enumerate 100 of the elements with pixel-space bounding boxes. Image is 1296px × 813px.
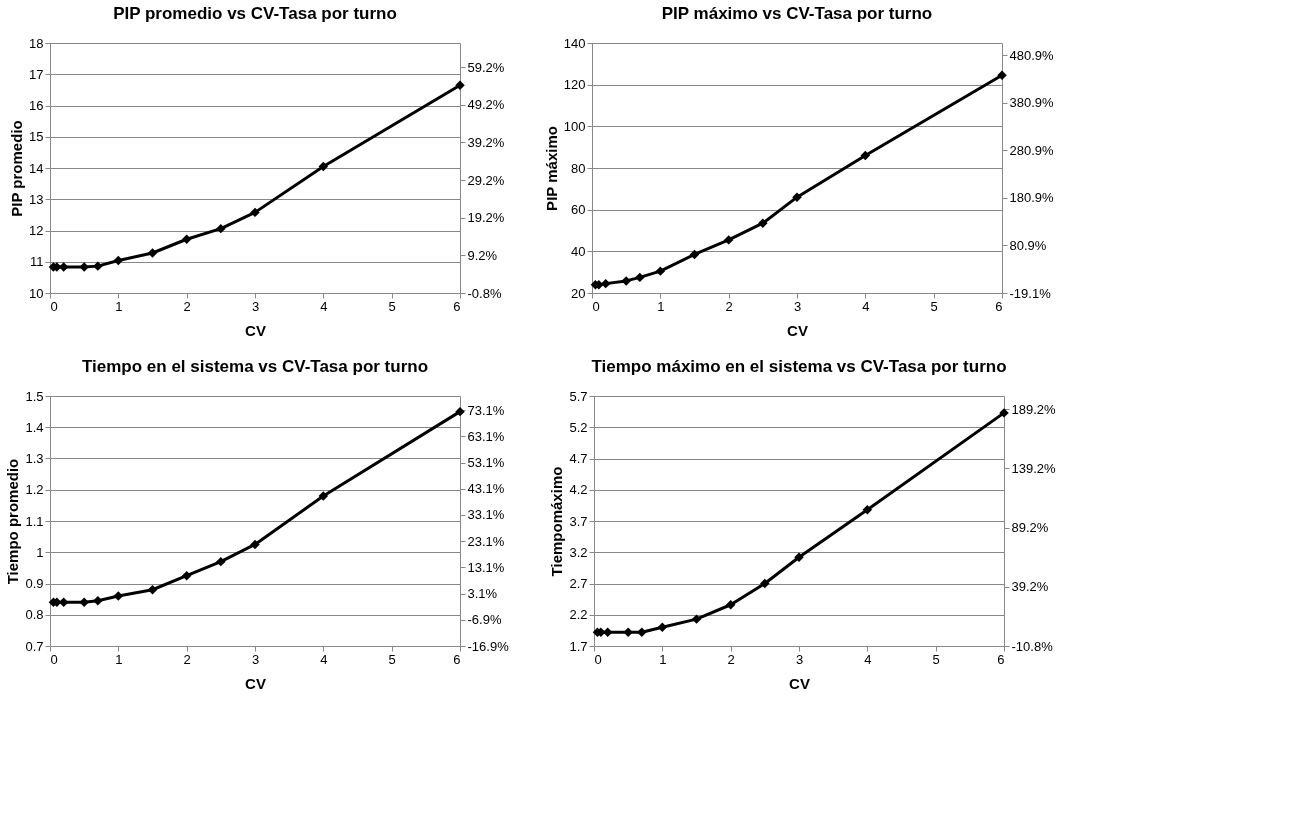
point [691, 614, 702, 624]
y2-tick-label: 33.1% [467, 507, 505, 523]
y2-tick-label: 189.2% [1011, 401, 1057, 417]
x-tick-label: 0 [50, 651, 58, 667]
y-tick-label: 1.5 [25, 388, 44, 404]
y2-tick-label: -19.1% [1009, 285, 1052, 301]
x-tick-label: 4 [862, 298, 870, 314]
y2-tick-label: -0.8% [467, 285, 502, 301]
point [93, 261, 103, 271]
y-tick-label: 80 [571, 160, 586, 176]
y-tick-label: 5.7 [569, 388, 588, 404]
x-tick-label: 2 [183, 651, 191, 667]
y-tick-label: 0.8 [25, 607, 44, 623]
x-tick-label: 1 [115, 298, 123, 314]
point [181, 234, 192, 244]
x-tick-label: 2 [727, 651, 735, 667]
y-tick-label: 1.3 [25, 451, 44, 466]
point [181, 570, 192, 581]
chart-title: Tiempo en el sistema vs CV-Tasa por turno [81, 357, 429, 376]
y-tick-label: 18 [29, 35, 44, 51]
y-tick-label: 16 [29, 98, 44, 113]
y-tick-label: 1.2 [25, 482, 44, 498]
point [637, 627, 647, 637]
x-tick-label: 0 [50, 298, 58, 314]
x-tick-label: 3 [251, 651, 260, 667]
x-tick-label: 2 [183, 298, 191, 314]
y2-tick-label: 139.2% [1011, 460, 1057, 476]
y-tick-label: 5.2 [569, 419, 588, 435]
y2-tick-label: 9.2% [467, 247, 498, 263]
x-tick-label: 4 [864, 651, 872, 667]
y-tick-label: 2.2 [569, 607, 588, 623]
x-axis-title: CV [245, 674, 266, 692]
point [147, 585, 158, 595]
point [113, 255, 124, 266]
y-tick-label: 3.2 [569, 544, 588, 560]
x-tick-label: 4 [320, 651, 328, 667]
point [760, 578, 770, 589]
chart-title: Tiempo máximo en el sistema vs CV-Tasa por turno [591, 357, 1007, 376]
x-tick-label: 5 [930, 298, 938, 314]
y2-tick-label: 89.2% [1011, 520, 1049, 536]
point [318, 491, 329, 501]
y-tick-label: 4.2 [569, 482, 588, 498]
point [113, 591, 124, 601]
y-tick-label: 15 [29, 129, 44, 145]
y2-tick-label: 43.1% [467, 481, 505, 497]
y-tick-label: 120 [563, 77, 586, 93]
x-tick-label: 5 [388, 651, 396, 667]
y-tick-label: 11 [30, 254, 44, 270]
point [623, 627, 633, 637]
y2-tick-label: -10.8% [1011, 638, 1054, 654]
y-tick-label: 0.9 [25, 576, 44, 591]
point [862, 505, 873, 515]
chart-title: PIP promedio vs CV-Tasa por turno [113, 4, 397, 23]
point [997, 70, 1007, 81]
y2-tick-label: 80.9% [1009, 237, 1047, 253]
point [635, 272, 645, 283]
chart-title: PIP máximo vs CV-Tasa por turno [661, 4, 933, 23]
x-tick-label: 1 [115, 651, 123, 667]
y2-tick-label: 13.1% [467, 559, 505, 575]
y2-tick-label: 39.2% [467, 134, 505, 150]
y-tick-label: 1.4 [25, 419, 44, 435]
point [318, 161, 329, 172]
y-tick-label: 3.7 [569, 513, 588, 529]
point [725, 600, 736, 610]
y-axis-title: Tiempo promedio [4, 458, 22, 585]
y2-tick-label: 63.1% [467, 428, 505, 444]
point [455, 406, 465, 417]
y-tick-label: 14 [29, 160, 44, 176]
x-tick-label: 4 [320, 298, 328, 314]
x-axis-title: CV [789, 674, 810, 692]
x-tick-label: 6 [453, 298, 461, 314]
point [600, 278, 611, 289]
x-tick-label: 5 [388, 298, 396, 314]
x-tick-label: 3 [251, 298, 260, 314]
point [79, 597, 89, 607]
y-tick-label: 17 [29, 66, 44, 82]
y-tick-label: 100 [563, 118, 586, 134]
y2-tick-label: 180.9% [1009, 190, 1055, 206]
y2-tick-label: 19.2% [467, 210, 505, 226]
x-tick-label: 6 [997, 651, 1005, 667]
point [689, 249, 700, 260]
y-tick-label: 13 [29, 191, 44, 207]
y2-tick-label: 49.2% [467, 97, 505, 113]
x-tick-label: 3 [793, 298, 802, 314]
point [655, 266, 666, 276]
x-tick-label: 2 [725, 298, 733, 314]
point [93, 595, 103, 606]
x-tick-label: 1 [657, 298, 665, 314]
y-tick-label: 40 [571, 243, 586, 259]
y2-tick-label: 23.1% [467, 533, 505, 549]
y-tick-label: 140 [563, 35, 586, 51]
point [216, 556, 226, 567]
y-tick-label: 1.1 [25, 513, 44, 529]
y-tick-label: 0.7 [25, 638, 44, 654]
y2-tick-label: 73.1% [467, 402, 505, 418]
y2-tick-label: 480.9% [1009, 47, 1055, 63]
x-tick-label: 6 [995, 298, 1003, 314]
y2-tick-label: 3.1% [467, 586, 498, 602]
y2-tick-label: -16.9% [467, 638, 510, 654]
y-tick-label: 20 [571, 285, 586, 301]
